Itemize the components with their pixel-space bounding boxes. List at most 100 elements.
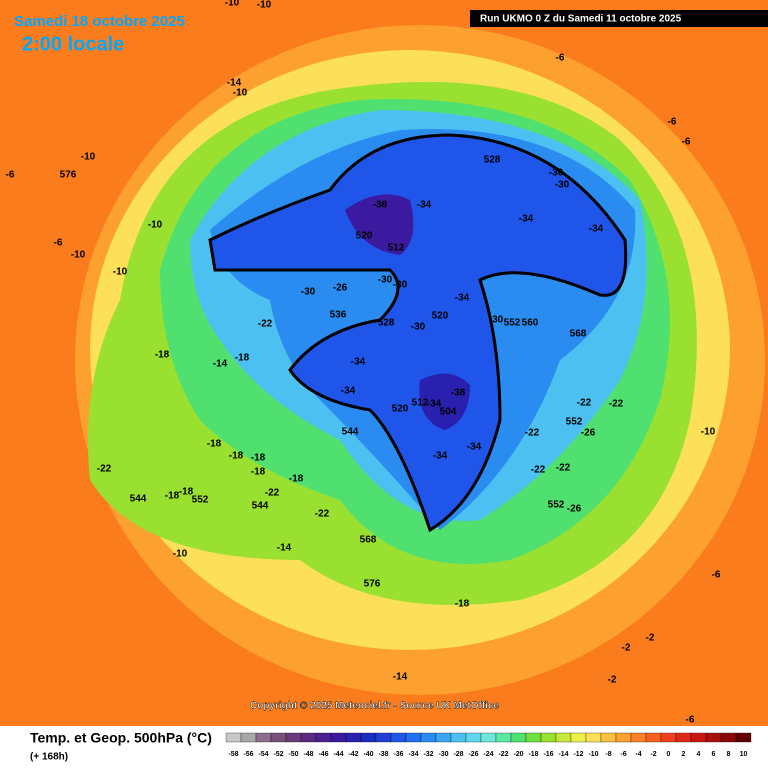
contour-label: -10 <box>148 220 163 231</box>
contour-label: -30 <box>555 180 570 191</box>
contour-label: 520 <box>432 311 449 322</box>
contour-label: 520 <box>356 231 373 242</box>
colorbar-label: -16 <box>543 751 553 758</box>
colorbar-label: -6 <box>620 751 626 758</box>
contour-label: -6 <box>686 715 695 726</box>
contour-label: -22 <box>531 465 546 476</box>
contour-label: -34 <box>351 357 366 368</box>
colorbar-label: 8 <box>727 751 731 758</box>
colorbar-label: 10 <box>740 751 748 758</box>
colorbar-swatch <box>300 732 317 743</box>
contour-label: -18 <box>165 491 180 502</box>
contour-label: -26 <box>333 283 348 294</box>
contour-label: -22 <box>577 398 592 409</box>
colorbar-swatch <box>375 732 392 743</box>
contour-label: -22 <box>556 463 571 474</box>
contour-label: 512 <box>388 243 405 254</box>
colorbar-swatch <box>480 732 497 743</box>
colorbar-label: -54 <box>258 751 268 758</box>
colorbar-swatch <box>405 732 422 743</box>
colorbar-swatch <box>630 732 647 743</box>
contour-label: -10 <box>701 427 716 438</box>
contour-label: -6 <box>54 238 63 249</box>
colorbar-swatch <box>690 732 707 743</box>
contour-label: 544 <box>342 427 359 438</box>
colorbar-label: -20 <box>513 751 523 758</box>
colorbar-label: -58 <box>228 751 238 758</box>
colorbar-swatch <box>360 732 377 743</box>
contour-label: -18 <box>155 350 170 361</box>
contour-label: -22 <box>609 399 624 410</box>
contour-label: 576 <box>60 170 77 181</box>
colorbar-label: -34 <box>408 751 418 758</box>
map-date: Samedi 18 octobre 2025 <box>14 13 185 30</box>
colorbar-label: 6 <box>712 751 716 758</box>
contour-label: -30 <box>301 287 316 298</box>
contour-label: -34 <box>427 399 442 410</box>
contour-label: 504 <box>440 407 457 418</box>
contour-label: -18 <box>251 453 266 464</box>
contour-label: -18 <box>251 467 266 478</box>
colorbar-swatch <box>285 732 302 743</box>
colorbar-label: -52 <box>273 751 283 758</box>
contour-label: -22 <box>265 488 280 499</box>
colorbar-swatch <box>330 732 347 743</box>
colorbar-label: -18 <box>528 751 538 758</box>
contour-label: -22 <box>315 509 330 520</box>
run-info: Run UKMO 0 Z du Samedi 11 octobre 2025 <box>480 14 682 25</box>
colorbar-swatch <box>270 732 287 743</box>
colorbar-label: -26 <box>468 751 478 758</box>
contour-label: -18 <box>207 439 222 450</box>
contour-label: 544 <box>252 501 269 512</box>
colorbar-swatch <box>465 732 482 743</box>
colorbar-swatch <box>570 732 587 743</box>
contour-label: -38 <box>451 388 466 399</box>
contour-label: -14 <box>393 672 408 683</box>
colorbar-swatch <box>555 732 572 743</box>
colorbar-label: 2 <box>682 751 686 758</box>
contour-label: 528 <box>378 318 395 329</box>
contour-label: 536 <box>330 310 347 321</box>
contour-label: 552 <box>504 318 521 329</box>
legend-title: Temp. et Geop. 500hPa (°C) <box>30 730 212 746</box>
contour-label: -30 <box>411 322 426 333</box>
colorbar-swatch <box>540 732 557 743</box>
contour-label: -30 <box>378 275 393 286</box>
colorbar-label: -32 <box>423 751 433 758</box>
contour-label: -22 <box>97 464 112 475</box>
colorbar-swatch <box>720 732 737 743</box>
contour-label: -14 <box>213 359 228 370</box>
colorbar-swatch <box>510 732 527 743</box>
colorbar-label: -14 <box>558 751 568 758</box>
contour-label: -34 <box>341 386 356 397</box>
colorbar-label: -38 <box>378 751 388 758</box>
contour-label: -6 <box>668 117 677 128</box>
contour-label: -10 <box>113 267 128 278</box>
contour-label: -10 <box>71 250 86 261</box>
colorbar-swatch <box>615 732 632 743</box>
colorbar-swatch <box>525 732 542 743</box>
colorbar-label: -48 <box>303 751 313 758</box>
colorbar-label: -30 <box>438 751 448 758</box>
colorbar-label: -28 <box>453 751 463 758</box>
colorbar-label: -10 <box>588 751 598 758</box>
contour-label: -10 <box>81 152 96 163</box>
colorbar-swatch <box>660 732 677 743</box>
colorbar-label: -50 <box>288 751 298 758</box>
colorbar-swatch <box>735 732 752 743</box>
contour-label: -14 <box>277 543 292 554</box>
contour-label: -2 <box>622 643 631 654</box>
colorbar-swatch <box>390 732 407 743</box>
colorbar-label: -22 <box>498 751 508 758</box>
colorbar-label: -36 <box>393 751 403 758</box>
colorbar-swatch <box>315 732 332 743</box>
contour-label: -18 <box>455 599 470 610</box>
contour-label: -10 <box>257 0 272 11</box>
colorbar-label: -12 <box>573 751 583 758</box>
colorbar-label: -24 <box>483 751 493 758</box>
colorbar-swatch <box>705 732 722 743</box>
map-time: 2:00 locale <box>22 33 124 55</box>
contour-label: 552 <box>566 417 583 428</box>
